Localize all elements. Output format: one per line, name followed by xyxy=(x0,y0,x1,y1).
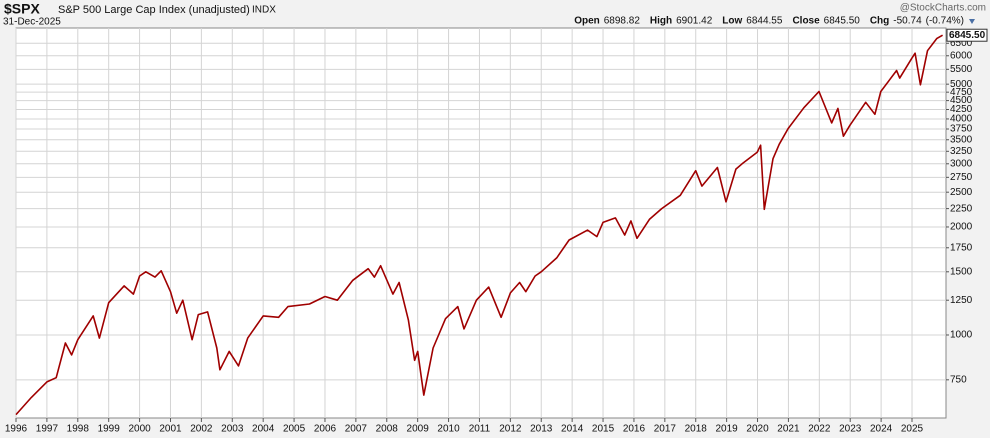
quote-label: High xyxy=(650,16,672,27)
y-tick-label: 4000 xyxy=(950,114,973,125)
y-tick-label: 750 xyxy=(950,374,967,385)
x-tick-label: 2019 xyxy=(716,424,739,435)
x-tick-label: 2024 xyxy=(870,424,893,435)
y-tick-label: 1500 xyxy=(950,266,973,277)
y-tick-label: 6000 xyxy=(950,50,973,61)
y-tick-label: 2750 xyxy=(950,172,973,183)
y-tick-label: 3750 xyxy=(950,124,973,135)
x-tick-label: 2014 xyxy=(561,424,584,435)
x-tick-label: 2011 xyxy=(469,424,491,435)
y-tick-label: 5500 xyxy=(950,64,973,75)
quote-label: Open xyxy=(574,16,600,27)
x-tick-label: 2000 xyxy=(128,424,151,435)
x-tick-label: 1997 xyxy=(36,424,59,435)
x-tick-label: 2004 xyxy=(252,424,275,435)
quote-label: Chg xyxy=(870,16,889,27)
price-line xyxy=(15,34,943,416)
quote-value: 6901.42 xyxy=(676,16,713,27)
y-tick-label: 4250 xyxy=(950,104,973,115)
quote-value: 6845.50 xyxy=(824,16,861,27)
x-tick-label: 2016 xyxy=(623,424,646,435)
x-tick-label: 1999 xyxy=(98,424,121,435)
date: 31-Dec-2025 xyxy=(3,17,61,28)
subtitle: S&P 500 Large Cap Index (unadjusted) xyxy=(58,4,250,16)
y-tick-label: 4500 xyxy=(950,95,973,106)
quote-label: Low xyxy=(722,16,742,27)
y-tick-label: 3000 xyxy=(950,158,973,169)
y-tick-label: 5000 xyxy=(950,79,973,90)
symbol: $SPX xyxy=(4,1,40,17)
y-tick-label: 1250 xyxy=(950,295,973,306)
last-price-box xyxy=(946,28,988,42)
x-tick-label: 1996 xyxy=(5,424,28,435)
watermark: @StockCharts.com xyxy=(900,3,986,14)
y-tick-label: 2000 xyxy=(950,222,973,233)
quote-label: Close xyxy=(792,16,820,27)
x-tick-label: 2009 xyxy=(407,424,430,435)
dropdown-arrow[interactable] xyxy=(969,19,975,24)
x-tick-label: 2010 xyxy=(437,424,460,435)
y-tick-label: 3500 xyxy=(950,134,973,145)
x-tick-label: 2017 xyxy=(654,424,677,435)
x-tick-label: 2023 xyxy=(839,424,862,435)
x-tick-label: 2021 xyxy=(777,424,800,435)
y-tick-label: 4750 xyxy=(950,87,973,98)
y-tick-label: 3250 xyxy=(950,146,973,157)
x-tick-label: 2007 xyxy=(345,424,368,435)
x-tick-label: 1998 xyxy=(67,424,90,435)
plot-area xyxy=(15,27,947,419)
x-tick-label: 2015 xyxy=(592,424,615,435)
y-tick-label: 2500 xyxy=(950,187,973,198)
x-tick-label: 2025 xyxy=(901,424,924,435)
x-tick-label: 2002 xyxy=(190,424,213,435)
x-tick-label: 2013 xyxy=(530,424,553,435)
x-tick-label: 2012 xyxy=(499,424,522,435)
x-tick-label: 2003 xyxy=(221,424,244,435)
quote-value: 6898.82 xyxy=(604,16,641,27)
x-tick-label: 2006 xyxy=(314,424,337,435)
quote-value: 6844.55 xyxy=(746,16,783,27)
x-tick-label: 2022 xyxy=(808,424,831,435)
x-tick-label: 2018 xyxy=(685,424,708,435)
exchange: INDX xyxy=(252,5,276,16)
last-price-label: 6845.50 xyxy=(949,30,986,41)
x-tick-label: 2008 xyxy=(376,424,399,435)
x-tick-label: 2005 xyxy=(283,424,306,435)
x-tick-label: 2020 xyxy=(746,424,769,435)
y-tick-label: 2250 xyxy=(950,203,973,214)
y-tick-label: 1000 xyxy=(950,330,973,341)
y-tick-label: 1750 xyxy=(950,242,973,253)
quote-value: -50.74 xyxy=(893,16,922,27)
y-tick-label: 6500 xyxy=(950,38,973,49)
x-tick-label: 2001 xyxy=(159,424,182,435)
quote-change-pct: (-0.74%) xyxy=(926,16,964,27)
